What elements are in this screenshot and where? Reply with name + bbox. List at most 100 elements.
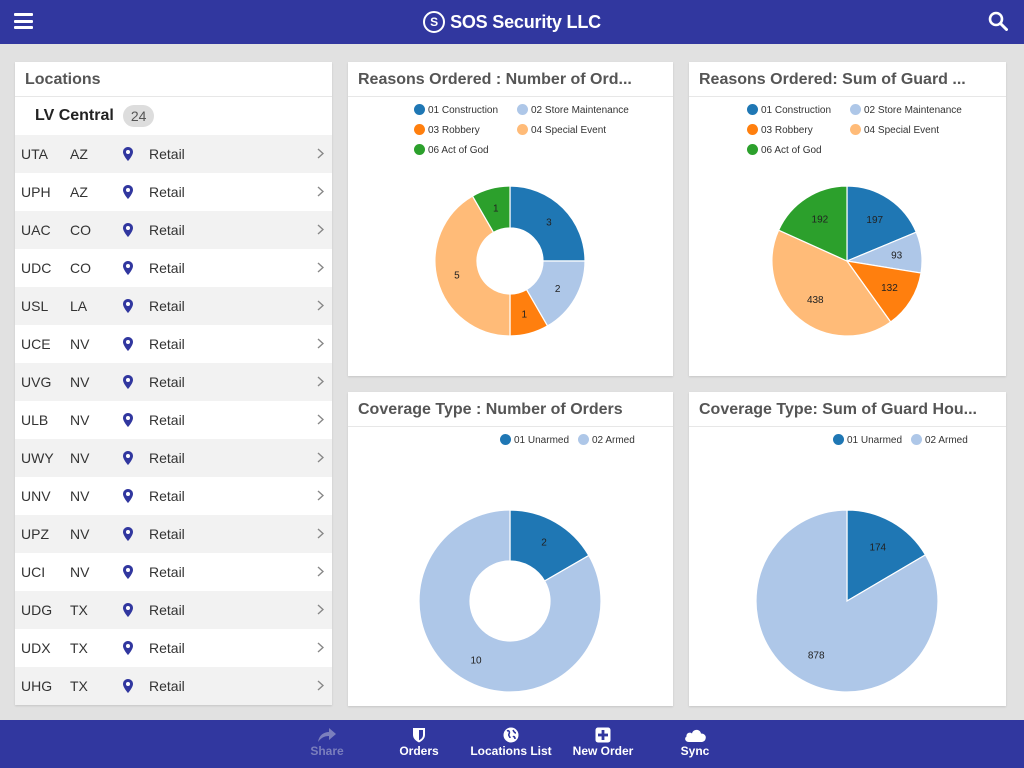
location-type: Retail bbox=[149, 450, 185, 466]
legend-swatch bbox=[500, 434, 511, 445]
search-icon[interactable] bbox=[988, 11, 1008, 31]
location-state: NV bbox=[70, 374, 90, 390]
chevron-right-icon bbox=[317, 148, 324, 159]
legend-item[interactable]: 01 Unarmed bbox=[500, 434, 569, 446]
legend-item[interactable]: 02 Store Maintenance bbox=[850, 104, 962, 116]
location-row[interactable]: ULB NV Retail bbox=[15, 401, 332, 439]
location-state: NV bbox=[70, 526, 90, 542]
slice-label: 2 bbox=[541, 538, 547, 549]
legend-swatch bbox=[747, 144, 758, 155]
location-row[interactable]: UPZ NV Retail bbox=[15, 515, 332, 553]
chevron-right-icon bbox=[317, 642, 324, 653]
legend-item[interactable]: 04 Special Event bbox=[517, 124, 606, 136]
legend-swatch bbox=[414, 144, 425, 155]
location-row[interactable]: UAC CO Retail bbox=[15, 211, 332, 249]
pie-slice[interactable] bbox=[434, 195, 511, 337]
legend-item[interactable]: 01 Construction bbox=[747, 104, 831, 116]
legend-label: 04 Special Event bbox=[531, 125, 607, 136]
share-label: Share bbox=[310, 744, 344, 758]
location-row[interactable]: UHG TX Retail bbox=[15, 667, 332, 705]
pie-slice[interactable] bbox=[846, 509, 927, 603]
location-row[interactable]: UDG TX Retail bbox=[15, 591, 332, 629]
legend-label: 01 Unarmed bbox=[847, 435, 903, 446]
orders-label: Orders bbox=[399, 744, 439, 758]
legend-label: 06 Act of God bbox=[428, 145, 489, 156]
pie-slice[interactable] bbox=[846, 185, 918, 262]
slice-label: 93 bbox=[891, 251, 903, 262]
share-tab[interactable]: Share bbox=[282, 725, 372, 758]
legend-item[interactable]: 04 Special Event bbox=[850, 124, 939, 136]
hamburger-icon[interactable] bbox=[14, 13, 33, 29]
location-type: Retail bbox=[149, 336, 185, 352]
new-order-tab[interactable]: New Order bbox=[558, 725, 648, 758]
chart-reasons-hours: Reasons Ordered: Sum of Guard ... 01 Con… bbox=[689, 62, 1006, 376]
location-row[interactable]: UCE NV Retail bbox=[15, 325, 332, 363]
pie-slice[interactable] bbox=[771, 229, 892, 337]
location-code: UDG bbox=[21, 602, 53, 618]
group-name: LV Central bbox=[35, 107, 114, 124]
location-row[interactable]: USL LA Retail bbox=[15, 287, 332, 325]
location-row[interactable]: UCI NV Retail bbox=[15, 553, 332, 591]
legend-item[interactable]: 06 Act of God bbox=[414, 144, 489, 156]
chart-plot: 2 10 bbox=[418, 509, 602, 693]
legend-swatch bbox=[747, 104, 758, 115]
chevron-right-icon bbox=[317, 604, 324, 615]
location-state: AZ bbox=[70, 184, 88, 200]
location-state: LA bbox=[70, 298, 88, 314]
locations-list: UTA AZ Retail UPH AZ Retail UAC CO Retail UDC CO Re… bbox=[15, 135, 332, 705]
location-row[interactable]: UDC CO Retail bbox=[15, 249, 332, 287]
legend-item[interactable]: 02 Store Maintenance bbox=[517, 104, 629, 116]
legend-item[interactable]: 03 Robbery bbox=[414, 124, 480, 136]
pie-slice[interactable] bbox=[755, 509, 939, 693]
location-code: UCI bbox=[21, 564, 46, 580]
bottom-nav: Share Orders Locations List New Order Sy… bbox=[0, 720, 1024, 768]
legend-label: 02 Store Maintenance bbox=[531, 105, 629, 116]
map-pin-icon bbox=[123, 261, 133, 275]
slice-label: 1 bbox=[521, 310, 527, 321]
chevron-right-icon bbox=[317, 490, 324, 501]
location-type: Retail bbox=[149, 260, 185, 276]
locations-panel: Locations LV Central 24 UTA AZ Retail UPH AZ… bbox=[15, 62, 332, 705]
pie-slice[interactable] bbox=[845, 260, 922, 323]
map-pin-icon bbox=[123, 299, 133, 313]
pie-slice[interactable] bbox=[777, 185, 848, 262]
map-pin-icon bbox=[123, 527, 133, 541]
sync-label: Sync bbox=[680, 744, 710, 758]
legend-item[interactable]: 01 Construction bbox=[414, 104, 498, 116]
location-state: CO bbox=[70, 222, 91, 238]
location-row[interactable]: UVG NV Retail bbox=[15, 363, 332, 401]
pie-slice[interactable] bbox=[509, 185, 586, 262]
location-row[interactable]: UPH AZ Retail bbox=[15, 173, 332, 211]
legend-label: 06 Act of God bbox=[761, 145, 822, 156]
legend-item[interactable]: 01 Unarmed bbox=[833, 434, 902, 446]
location-row[interactable]: UDX TX Retail bbox=[15, 629, 332, 667]
location-state: NV bbox=[70, 564, 90, 580]
location-row[interactable]: UTA AZ Retail bbox=[15, 135, 332, 173]
logo-icon: S bbox=[423, 11, 446, 33]
locations-list-tab[interactable]: Locations List bbox=[466, 725, 556, 758]
legend-item[interactable]: 02 Armed bbox=[911, 434, 968, 446]
legend-item[interactable]: 03 Robbery bbox=[747, 124, 813, 136]
legend-item[interactable]: 06 Act of God bbox=[747, 144, 822, 156]
legend-label: 03 Robbery bbox=[761, 125, 813, 136]
location-code: UCE bbox=[21, 336, 51, 352]
location-state: AZ bbox=[70, 146, 88, 162]
location-row[interactable]: UNV NV Retail bbox=[15, 477, 332, 515]
pie-slice[interactable] bbox=[418, 509, 602, 693]
location-code: UHG bbox=[21, 678, 53, 694]
chart-title: Coverage Type: Sum of Guard Hou... bbox=[689, 392, 1006, 427]
orders-tab[interactable]: Orders bbox=[374, 725, 464, 758]
legend-item[interactable]: 02 Armed bbox=[578, 434, 635, 446]
pie-slice[interactable] bbox=[471, 185, 511, 234]
legend-swatch bbox=[517, 104, 528, 115]
location-code: USL bbox=[21, 298, 49, 314]
legend-swatch bbox=[833, 434, 844, 445]
location-row[interactable]: UWY NV Retail bbox=[15, 439, 332, 477]
new-order-label: New Order bbox=[572, 744, 634, 758]
legend-label: 01 Construction bbox=[761, 105, 832, 116]
location-group[interactable]: LV Central 24 bbox=[15, 97, 332, 135]
legend-label: 02 Store Maintenance bbox=[864, 105, 962, 116]
sync-tab[interactable]: Sync bbox=[650, 725, 740, 758]
map-pin-icon bbox=[123, 451, 133, 465]
location-state: NV bbox=[70, 412, 90, 428]
